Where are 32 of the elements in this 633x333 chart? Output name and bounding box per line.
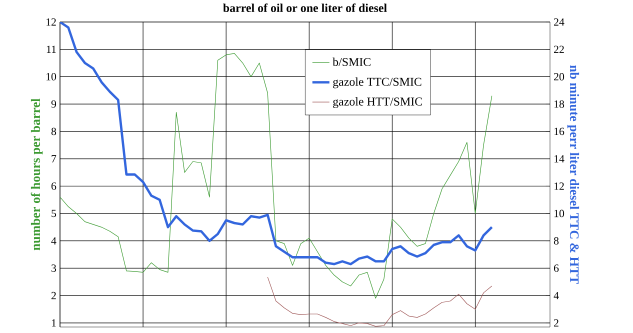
y2-tick-label: 22 (554, 46, 564, 53)
line-series (60, 53, 492, 299)
y2-tick-label: 12 (554, 182, 564, 190)
y2-tick-label: 10 (554, 210, 564, 218)
y2-tick-label: 24 (554, 18, 564, 26)
y-tick-label: 1 (52, 319, 56, 327)
y2-tick-label: 16 (554, 128, 564, 136)
chart-title: barrel of oil or one liter of diesel (223, 4, 387, 12)
y2-axis-title: nb minute perr liter diesel TTC & HTT (567, 65, 580, 284)
y2-tick-label: 4 (554, 292, 559, 300)
y-tick-label: 6 (51, 182, 56, 190)
y-tick-label: 5 (52, 210, 56, 218)
y-tick-label: 3 (52, 264, 56, 272)
y-tick-label: 7 (52, 155, 56, 162)
legend-label: b/SMIC (332, 58, 370, 66)
y2-tick-label: 14 (554, 155, 564, 162)
y-tick-label: 4 (51, 237, 56, 244)
y-tick-label: 11 (46, 46, 56, 53)
y2-tick-label: 18 (554, 100, 564, 108)
y-tick-label: 2 (51, 292, 56, 300)
y-tick-label: 9 (51, 100, 56, 108)
legend-label: gazole HTT/SMIC (333, 97, 422, 108)
y-axis-title: number of hours per barrel (30, 98, 43, 250)
line-series (267, 276, 492, 327)
y2-tick-label: 2 (554, 319, 558, 327)
y2-tick-label: 8 (554, 237, 559, 245)
legend-label: gazole TTC/SMIC (333, 77, 422, 88)
y-tick-label: 8 (51, 128, 56, 136)
y2-tick-label: 20 (554, 73, 564, 80)
y2-tick-label: 6 (554, 264, 559, 272)
y-tick-label: 12 (46, 18, 56, 26)
y-tick-label: 10 (46, 73, 56, 80)
